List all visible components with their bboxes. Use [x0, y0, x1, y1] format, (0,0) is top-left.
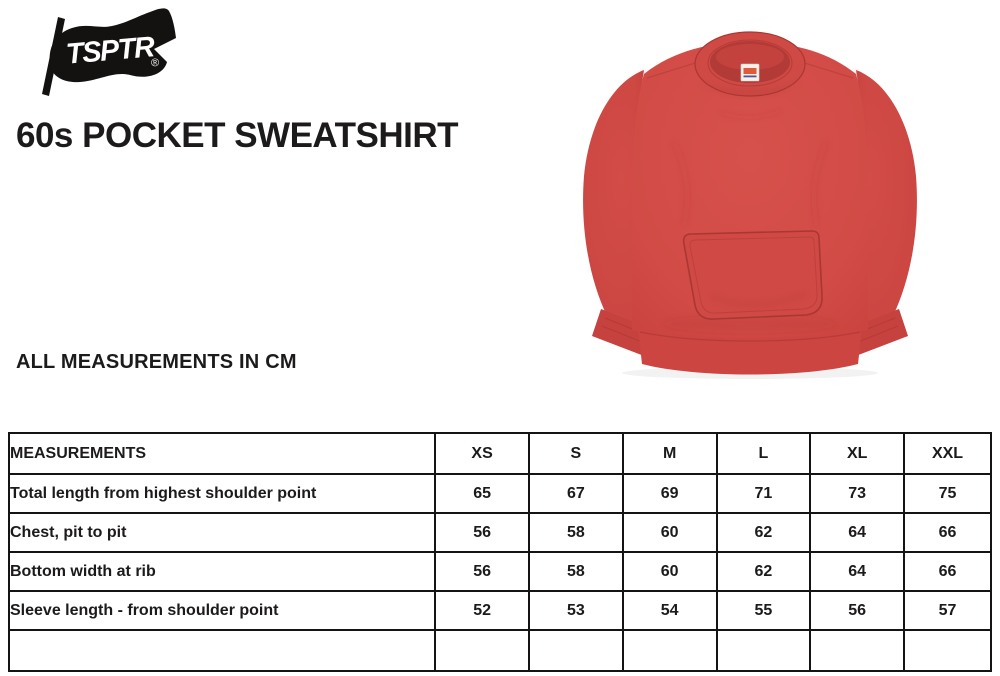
product-photo-sweatshirt — [574, 24, 926, 380]
size-value-cell: 66 — [903, 551, 992, 592]
size-value-cell — [903, 629, 992, 672]
size-header-m: M — [621, 432, 718, 475]
hem-seam — [639, 331, 861, 342]
right-sleeve — [832, 70, 917, 342]
size-value-cell: 73 — [809, 473, 906, 514]
size-value-cell: 56 — [434, 512, 530, 553]
size-chart-table: MEASUREMENTS XS S M L XL XXL Total lengt… — [7, 432, 992, 672]
size-value-cell: 54 — [621, 590, 718, 631]
size-value-cell: 64 — [809, 512, 906, 553]
neck-label — [740, 63, 760, 82]
size-value-cell: 65 — [434, 473, 530, 514]
size-value-cell: 66 — [903, 512, 992, 553]
sweatshirt-illustration — [583, 31, 917, 379]
size-value-cell: 58 — [527, 512, 624, 553]
page-title: 60s POCKET SWEATSHIRT — [16, 116, 458, 155]
table-row-empty — [7, 629, 992, 672]
table-header-row: MEASUREMENTS XS S M L XL XXL — [7, 432, 992, 475]
size-value-cell: 60 — [621, 551, 718, 592]
table-row-chest: Chest, pit to pit 56 58 60 62 64 66 — [7, 512, 992, 553]
size-header-xl: XL — [809, 432, 906, 475]
left-sleeve — [583, 70, 668, 342]
measurement-label: Bottom width at rib — [7, 551, 437, 592]
measurement-label: Chest, pit to pit — [7, 512, 437, 553]
collar-seam — [707, 39, 793, 87]
size-value-cell: 56 — [434, 551, 530, 592]
table-row-bottom-width: Bottom width at rib 56 58 60 62 64 66 — [7, 551, 992, 592]
registered-trademark-icon: ® — [151, 57, 160, 70]
size-value-cell: 62 — [715, 551, 812, 592]
flag-shape — [49, 8, 177, 83]
size-value-cell: 52 — [434, 590, 530, 631]
size-header-xxl: XXL — [903, 432, 992, 475]
size-value-cell: 69 — [621, 473, 718, 514]
size-value-cell: 67 — [527, 473, 624, 514]
size-header-xs: XS — [434, 432, 530, 475]
size-value-cell: 58 — [527, 551, 624, 592]
measurement-label: Total length from highest shoulder point — [7, 473, 437, 514]
measurement-label — [7, 629, 437, 672]
under-collar-shadow — [698, 82, 802, 96]
size-value-cell: 64 — [809, 551, 906, 592]
size-value-cell — [715, 629, 812, 672]
size-value-cell — [809, 629, 906, 672]
size-value-cell: 55 — [715, 590, 812, 631]
measurement-label: Sleeve length - from shoulder point — [7, 590, 437, 631]
size-value-cell: 62 — [715, 512, 812, 553]
measurements-header: MEASUREMENTS — [7, 432, 437, 475]
table-row-sleeve-length: Sleeve length - from shoulder point 52 5… — [7, 590, 992, 631]
body-wrinkles — [664, 108, 836, 333]
size-value-cell: 60 — [621, 512, 718, 553]
size-value-cell: 71 — [715, 473, 812, 514]
logo-text: TSPTR — [65, 31, 157, 71]
size-value-cell — [434, 629, 530, 672]
table-row-total-length: Total length from highest shoulder point… — [7, 473, 992, 514]
pocket-shadow — [711, 292, 807, 307]
measurements-unit-note: ALL MEASUREMENTS IN CM — [16, 351, 297, 373]
size-header-l: L — [715, 432, 812, 475]
inner-back-panel — [716, 44, 784, 70]
size-value-cell — [621, 629, 718, 672]
pocket-stitching — [689, 236, 818, 314]
brand-logo: TSPTR ® — [18, 2, 180, 100]
size-value-cell: 53 — [527, 590, 624, 631]
size-header-s: S — [527, 432, 624, 475]
size-value-cell — [527, 629, 624, 672]
size-value-cell: 56 — [809, 590, 906, 631]
size-value-cell: 75 — [903, 473, 992, 514]
tsptr-flag-icon: TSPTR ® — [42, 8, 177, 96]
size-value-cell: 57 — [903, 590, 992, 631]
